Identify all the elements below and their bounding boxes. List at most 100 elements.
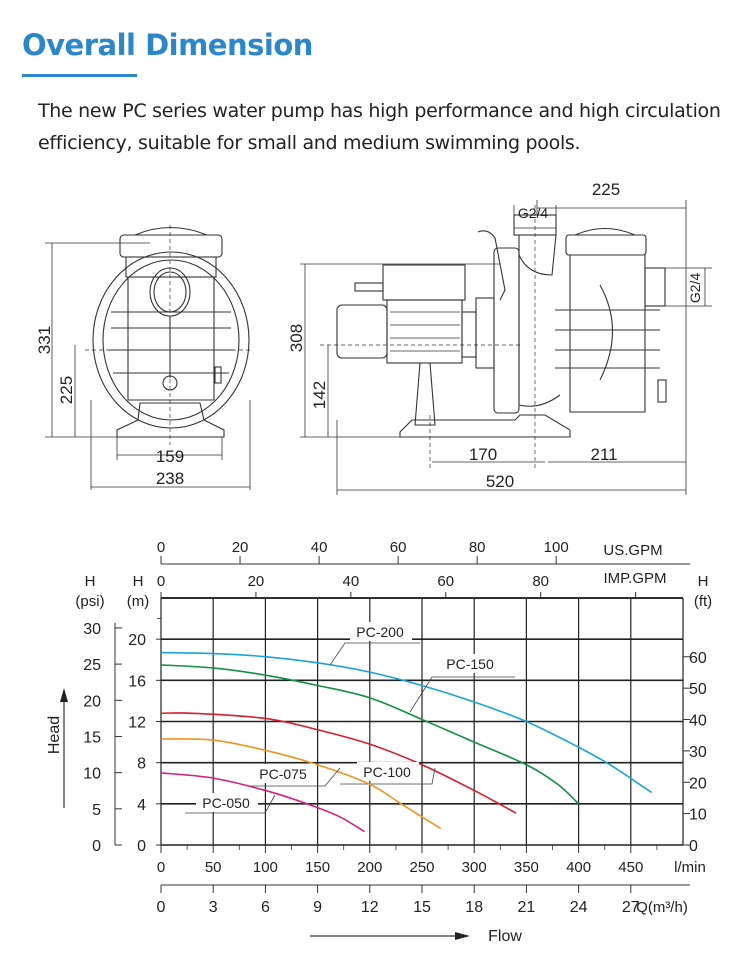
psi-tick-label: 25 (83, 657, 101, 674)
imp-gpm-tick-label: 80 (532, 573, 549, 590)
ft-tick-label: 50 (689, 681, 707, 698)
x-tick-label: 150 (305, 859, 330, 876)
x-tick-label: 100 (253, 859, 278, 876)
x-tick-label: 250 (409, 859, 434, 876)
curve-label-pc-050: PC-050 (202, 795, 250, 811)
dim-side-front-outlet: 211 (590, 445, 617, 464)
dim-front-height-total: 331 (35, 326, 54, 354)
head-arrow-head (60, 688, 68, 702)
dim-side-basket-width: 225 (592, 180, 620, 199)
m3h-tick-label: 27 (622, 899, 640, 916)
curve-pc-100 (160, 712, 517, 814)
m3h-tick-label: 12 (361, 899, 379, 916)
y-tick-label: 8 (137, 756, 146, 773)
curve-label-leader (329, 642, 420, 666)
curve-pc-050 (160, 772, 365, 833)
ft-tick-label: 60 (689, 650, 707, 667)
ft-axis-h-label: H (698, 573, 709, 590)
curve-label-leader (409, 676, 515, 713)
curve-label-pc-150: PC-150 (446, 656, 494, 672)
front-view-pump (85, 225, 250, 445)
x-unit-label: l/min (674, 859, 706, 876)
dimension-drawing: 331 225 159 238 308 142 170 211 520 225 … (35, 180, 712, 495)
side-view-pump (320, 205, 667, 470)
us-gpm-tick-label: 100 (544, 539, 569, 556)
us-gpm-tick-label: 0 (157, 539, 165, 556)
curve-label-bg (253, 764, 315, 783)
dim-side-height-center: 142 (310, 381, 329, 409)
m3h-unit-label: Q(m³/h) (636, 899, 688, 916)
imp-gpm-tick-label: 20 (248, 573, 265, 590)
curve-pc-075 (160, 738, 442, 830)
curve-label-bg (350, 622, 412, 641)
y-axis-title: Head (46, 716, 63, 754)
ft-tick-label: 40 (689, 713, 707, 730)
curve-label-pc-200: PC-200 (356, 624, 404, 640)
dim-side-height-total: 308 (287, 324, 306, 352)
title-underline (22, 74, 137, 77)
imp-gpm-tick-label: 60 (437, 573, 454, 590)
y-unit-label: (m) (127, 593, 150, 610)
dim-outlet-thread: G2/4 (518, 205, 549, 221)
us-gpm-tick-label: 80 (469, 539, 486, 556)
psi-tick-label: 30 (83, 621, 101, 638)
m3h-tick-label: 0 (157, 899, 166, 916)
psi-tick-label: 5 (92, 802, 101, 819)
curve-label-leader (185, 794, 276, 814)
imp-gpm-tick-label: 40 (343, 573, 360, 590)
flow-arrow-head (455, 932, 470, 940)
description: The new PC series water pump has high pe… (38, 100, 721, 154)
y-tick-label: 16 (128, 673, 146, 690)
m3h-tick-label: 3 (209, 899, 218, 916)
ft-tick-label: 0 (689, 838, 698, 855)
psi-tick-label: 15 (83, 729, 101, 746)
dim-side-length-total: 520 (486, 472, 514, 491)
x-tick-label: 300 (462, 859, 487, 876)
us-gpm-tick-label: 60 (390, 539, 407, 556)
psi-unit-label: (psi) (75, 593, 104, 610)
curve-label-leader (250, 767, 341, 787)
ft-unit-label: (ft) (694, 593, 712, 610)
y-tick-label: 0 (137, 838, 146, 855)
x-tick-label: 200 (357, 859, 382, 876)
psi-tick-label: 20 (83, 693, 101, 710)
ft-tick-label: 30 (689, 744, 707, 761)
y-axis-h-label: H (133, 573, 144, 590)
curve-label-bg (440, 654, 502, 673)
y-tick-label: 12 (128, 715, 146, 732)
curve-pc-150 (160, 664, 580, 805)
dim-inlet-thread: G2/4 (687, 273, 703, 304)
m3h-tick-label: 18 (465, 899, 483, 916)
m3h-tick-label: 9 (313, 899, 322, 916)
curve-pc-200 (160, 651, 653, 794)
m3h-tick-label: 21 (518, 899, 536, 916)
x-tick-label: 450 (618, 859, 643, 876)
m3h-tick-label: 6 (261, 899, 270, 916)
ft-tick-label: 10 (689, 807, 707, 824)
psi-tick-label: 10 (83, 766, 101, 783)
y-tick-label: 4 (137, 797, 146, 814)
x-tick-label: 400 (566, 859, 591, 876)
us-gpm-label: US.GPM (603, 542, 662, 559)
dim-front-base-outer: 238 (156, 469, 184, 488)
us-gpm-tick-label: 40 (311, 539, 328, 556)
dimension-lines (45, 200, 712, 495)
m3h-tick-label: 15 (413, 899, 431, 916)
us-gpm-tick-label: 20 (232, 539, 249, 556)
x-tick-label: 50 (205, 859, 222, 876)
curve-label-pc-075: PC-075 (259, 766, 307, 782)
psi-axis-h-label: H (85, 573, 96, 590)
dim-front-height-center: 225 (57, 376, 76, 404)
y-tick-label: 20 (128, 632, 146, 649)
imp-gpm-tick-label: 0 (157, 573, 165, 590)
curve-label-bg (357, 762, 419, 781)
x-axis-title: Flow (488, 928, 522, 945)
x-tick-label: 0 (157, 859, 165, 876)
curve-label-pc-100: PC-100 (363, 764, 411, 780)
dim-front-base-inner: 159 (156, 447, 184, 466)
imp-gpm-label: IMP.GPM (603, 570, 666, 587)
dim-side-base-span: 170 (469, 445, 497, 464)
page-title: Overall Dimension (22, 28, 313, 62)
ft-tick-label: 20 (689, 775, 707, 792)
